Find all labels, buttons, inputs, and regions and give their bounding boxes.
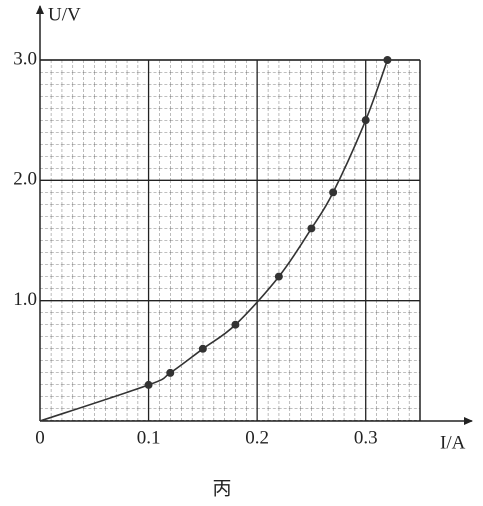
minor-grid [40, 60, 420, 421]
x-tick-label: 0.1 [137, 427, 161, 448]
y-tick-label: 2.0 [13, 169, 37, 190]
curve [39, 59, 389, 422]
x-axis-label: I/A [440, 432, 466, 453]
y-tick-label: 3.0 [13, 48, 37, 69]
x-tick-label: 0.2 [245, 427, 269, 448]
y-tick-label: 1.0 [13, 289, 37, 310]
x-tick-label: 0.3 [354, 427, 378, 448]
x-tick-label: 0 [35, 427, 45, 448]
y-axis-label: U/V [48, 4, 81, 25]
caption: 丙 [212, 478, 231, 499]
